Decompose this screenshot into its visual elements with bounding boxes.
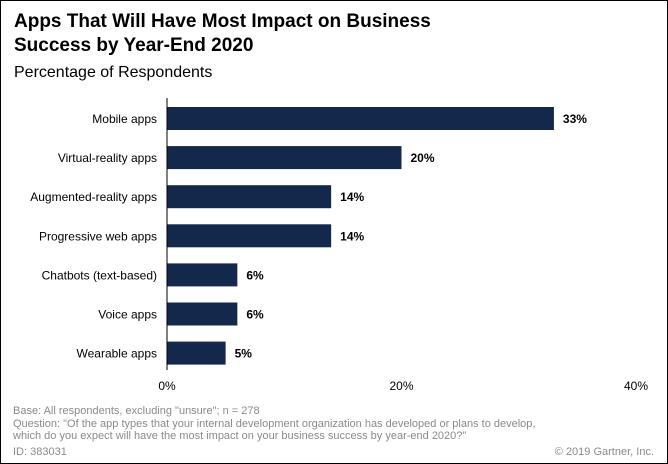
category-label: Augmented-reality apps xyxy=(30,190,157,204)
footer-copyright: © 2019 Gartner, Inc. xyxy=(554,446,654,458)
x-tick-label: 40% xyxy=(624,379,648,393)
bar xyxy=(167,302,238,326)
bar xyxy=(167,107,554,130)
category-label: Wearable apps xyxy=(77,347,158,361)
x-tick-label: 20% xyxy=(389,379,413,393)
bar xyxy=(167,185,332,209)
data-label: 33% xyxy=(563,112,587,126)
bar-chart: Mobile apps 33% Virtual-reality apps 20% Aug… xyxy=(30,98,648,393)
footer-question-line-2: which do you expect will have the most i… xyxy=(13,430,467,442)
chart-title-line-2: Success by Year-End 2020 xyxy=(14,35,254,56)
category-label: Voice apps xyxy=(98,308,157,322)
footer-id: ID: 383031 xyxy=(13,446,67,458)
bar xyxy=(167,341,226,365)
chart-title: Apps That Will Have Most Impact on Busin… xyxy=(14,10,574,58)
category-label: Chatbots (text-based) xyxy=(42,268,157,282)
data-label: 14% xyxy=(340,229,364,243)
footer-base: Base: All respondents, excluding "unsure… xyxy=(13,405,260,417)
x-tick-label: 0% xyxy=(158,379,176,393)
bar xyxy=(167,224,332,248)
data-label: 6% xyxy=(246,308,264,322)
category-label: Mobile apps xyxy=(92,112,157,126)
bar xyxy=(167,146,402,170)
category-label: Virtual-reality apps xyxy=(58,151,157,165)
footer-question-line-1: Question: "Of the app types that your in… xyxy=(13,418,536,430)
data-label: 14% xyxy=(340,190,364,204)
category-label: Progressive web apps xyxy=(39,229,157,243)
bar xyxy=(167,263,238,287)
data-label: 20% xyxy=(411,151,435,165)
chart-title-line-1: Apps That Will Have Most Impact on Busin… xyxy=(14,11,431,32)
data-label: 6% xyxy=(246,268,264,282)
chart-subtitle: Percentage of Respondents xyxy=(14,64,213,81)
data-label: 5% xyxy=(235,347,253,361)
